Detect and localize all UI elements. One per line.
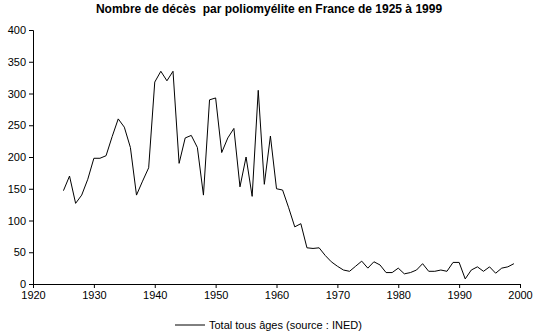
- y-axis-tick: 50: [14, 246, 33, 258]
- y-axis-tick-label: 150: [8, 183, 26, 195]
- x-axis-tick-mark: [155, 284, 156, 288]
- y-axis-line: [29, 31, 34, 285]
- y-axis-tick-mark: [29, 221, 33, 222]
- x-axis-tick-mark: [216, 284, 217, 288]
- legend-item: Total tous âges (source : INED): [175, 319, 362, 331]
- y-axis-tick-label: 50: [14, 246, 26, 258]
- y-axis-tick: 350: [8, 56, 33, 68]
- series-line: [63, 71, 513, 279]
- x-axis-tick: 1930: [82, 284, 106, 301]
- x-axis-tick-label: 2000: [508, 289, 532, 301]
- y-axis-tick-mark: [29, 157, 33, 158]
- x-axis-tick-mark: [94, 284, 95, 288]
- y-axis-tick-label: 250: [8, 119, 26, 131]
- x-axis: 1920 1930 1940 1950 1960 1970 1980 1990 2000: [21, 284, 532, 301]
- y-axis-tick-mark: [29, 252, 33, 253]
- y-axis-tick-label: 400: [8, 24, 26, 36]
- y-axis-tick-label: 200: [8, 151, 26, 163]
- x-axis-tick-label: 1940: [143, 289, 167, 301]
- y-axis-tick: 300: [8, 88, 33, 100]
- x-axis-tick: 2000: [508, 284, 532, 301]
- y-axis-tick-mark: [29, 94, 33, 95]
- y-axis-tick-mark: [29, 189, 33, 190]
- x-axis-tick-mark: [398, 284, 399, 288]
- y-axis-tick-label: 100: [8, 215, 26, 227]
- plot-area: [63, 71, 513, 279]
- x-axis-tick-mark: [277, 284, 278, 288]
- y-axis-tick: 400: [8, 24, 33, 36]
- x-axis-tick-label: 1990: [447, 289, 471, 301]
- legend-label: Total tous âges (source : INED): [209, 319, 362, 331]
- y-axis-tick: 0: [20, 278, 33, 290]
- y-axis-tick-label: 350: [8, 56, 26, 68]
- y-axis-tick-mark: [29, 284, 33, 285]
- y-axis-tick-mark: [29, 62, 33, 63]
- y-axis-tick: 100: [8, 215, 33, 227]
- legend-swatch: [175, 325, 205, 326]
- legend: Total tous âges (source : INED): [175, 319, 362, 331]
- y-axis-tick-label: 0: [20, 278, 26, 290]
- x-axis-tick: 1990: [447, 284, 471, 301]
- y-axis-tick: 250: [8, 119, 33, 131]
- y-axis-tick-mark: [29, 125, 33, 126]
- y-axis-tick-mark: [29, 30, 33, 31]
- x-axis-tick: 1960: [265, 284, 289, 301]
- x-axis-tick-label: 1950: [204, 289, 228, 301]
- x-axis-tick: 1970: [326, 284, 350, 301]
- y-axis: 0 50 100 150 200 250 300 350 400: [8, 24, 34, 290]
- y-axis-tick-label: 300: [8, 88, 26, 100]
- x-axis-tick-label: 1960: [265, 289, 289, 301]
- chart: Nombre de décès par poliomyélite en Fran…: [0, 0, 538, 334]
- x-axis-tick-label: 1970: [326, 289, 350, 301]
- x-axis-tick: 1950: [204, 284, 228, 301]
- title: Nombre de décès par poliomyélite en Fran…: [96, 2, 442, 16]
- x-axis-tick-label: 1920: [21, 289, 45, 301]
- x-axis-tick: 1940: [143, 284, 167, 301]
- x-axis-line: [34, 285, 521, 289]
- x-axis-tick-mark: [337, 284, 338, 288]
- x-axis-tick-label: 1980: [387, 289, 411, 301]
- x-axis-tick-mark: [520, 284, 521, 288]
- x-axis-tick: 1980: [387, 284, 411, 301]
- x-axis-tick-mark: [459, 284, 460, 288]
- x-axis-tick-label: 1930: [82, 289, 106, 301]
- y-axis-tick: 200: [8, 151, 33, 163]
- y-axis-tick: 150: [8, 183, 33, 195]
